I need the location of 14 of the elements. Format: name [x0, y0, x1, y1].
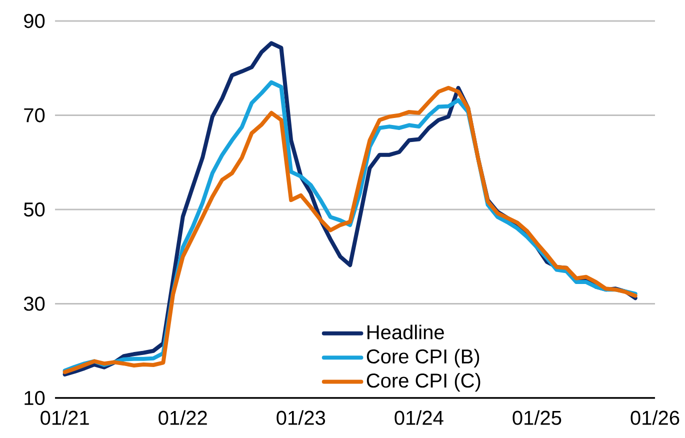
x-tick-label: 01/23: [276, 410, 326, 425]
x-tick-label: 01/21: [40, 410, 89, 425]
y-tick-label: 10: [24, 390, 45, 406]
y-tick-label: 30: [24, 296, 45, 311]
y-tick-label: 90: [24, 14, 45, 28]
x-tick-label: 01/25: [512, 410, 562, 425]
legend-label: Core CPI (B): [366, 348, 480, 368]
x-tick-label: 01/26: [630, 410, 680, 425]
legend-label: Core CPI (C): [366, 373, 480, 392]
y-tick-label: 70: [24, 108, 45, 122]
y-tick-label: 50: [24, 202, 45, 217]
legend-label: Headline: [368, 324, 444, 340]
x-tick-label: 01/22: [158, 410, 207, 425]
x-tick-label: 01/24: [394, 410, 444, 425]
